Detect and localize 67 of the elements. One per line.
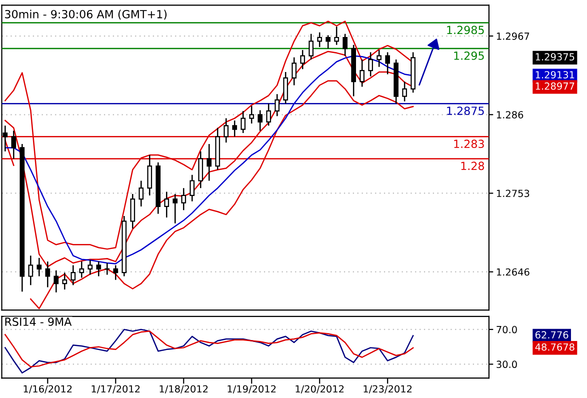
text: 62.776 <box>535 331 568 339</box>
chart-title: 30min - 9:30:06 AM (GMT+1) <box>5 10 167 20</box>
candlestick <box>274 93 280 117</box>
y-tick-label: 70.0 <box>496 326 517 334</box>
x-tick-label: 1/16/2012 <box>24 385 72 394</box>
y-tick-label: 30.0 <box>496 360 517 368</box>
candlestick <box>334 26 340 46</box>
candlestick <box>88 259 93 276</box>
candlestick <box>79 260 84 278</box>
candlestick <box>104 262 110 276</box>
candlestick <box>317 32 322 48</box>
candlestick <box>368 52 374 78</box>
candlestick <box>28 255 34 286</box>
candlestick <box>292 56 297 86</box>
y-tick-label: 1.2967 <box>496 32 530 40</box>
candlestick <box>130 193 136 230</box>
candlestick <box>224 118 229 144</box>
text: 1.28977 <box>536 82 574 90</box>
candlestick <box>266 102 272 126</box>
candlestick <box>164 191 170 218</box>
candlestick <box>70 264 76 286</box>
y-tick-label: 1.2646 <box>496 268 530 276</box>
candlestick <box>206 143 212 182</box>
candlestick <box>36 257 42 277</box>
candlestick <box>198 150 204 189</box>
candlestick <box>249 105 254 124</box>
chart-title: RSI14 - 9MA <box>5 318 72 326</box>
x-tick-label: 1/19/2012 <box>228 385 276 394</box>
text: 1.29131 <box>536 71 574 78</box>
candlestick <box>240 110 246 134</box>
candlestick <box>190 174 195 202</box>
candlestick <box>342 33 348 56</box>
y-tick-label: 1.286 <box>496 111 524 118</box>
x-tick-label: 1/20/2012 <box>296 385 344 394</box>
y-tick-label: 1.2753 <box>496 190 530 198</box>
x-tick-label: 1/17/2012 <box>92 385 140 394</box>
candlestick <box>385 52 390 75</box>
candlestick <box>172 193 178 224</box>
candlestick <box>54 270 59 294</box>
candlestick <box>360 58 365 88</box>
line-series <box>4 328 414 374</box>
x-tick-label: 1/18/2012 <box>160 385 208 394</box>
candlestick <box>232 120 238 138</box>
text: 1.29375 <box>536 53 574 61</box>
candlestick <box>283 71 288 104</box>
ref-line-label: 1.295 <box>454 51 484 60</box>
candlestick <box>62 272 68 290</box>
candlestick <box>45 260 50 288</box>
candlestick <box>113 264 118 281</box>
candlestick <box>300 49 306 70</box>
candlestick <box>376 49 382 68</box>
candlestick <box>181 187 186 211</box>
ref-line-label: 1.283 <box>454 140 484 148</box>
x-tick-label: 1/23/2012 <box>364 385 412 394</box>
candlestick <box>138 180 144 208</box>
candlestick <box>402 80 408 102</box>
ref-line-label: 1.2875 <box>447 106 484 115</box>
ref-line-label: 1.28 <box>461 162 484 170</box>
line-series <box>4 330 414 368</box>
candlestick <box>326 34 331 50</box>
candlestick <box>147 154 152 196</box>
candlestick <box>308 33 314 60</box>
text: 48.7678 <box>535 343 574 351</box>
candlestick <box>96 260 102 277</box>
candlestick <box>258 110 263 132</box>
ref-line-label: 1.2985 <box>447 26 484 34</box>
candlestick <box>11 130 16 160</box>
